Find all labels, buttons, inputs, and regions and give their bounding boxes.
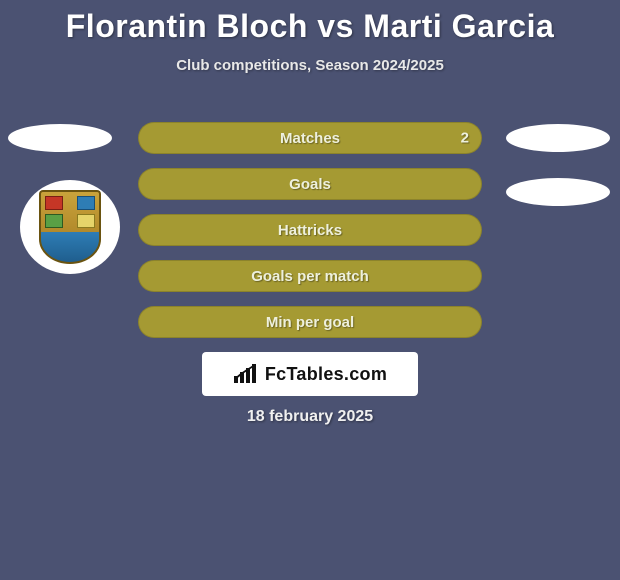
brand-badge: FcTables.com bbox=[202, 352, 418, 396]
page-title: Florantin Bloch vs Marti Garcia bbox=[0, 0, 620, 45]
stat-row: Goals per match bbox=[138, 260, 482, 292]
player-left-oval bbox=[8, 124, 112, 152]
stats-panel: Matches 2 Goals Hattricks Goals per match Min… bbox=[138, 122, 482, 352]
club-crest-icon bbox=[39, 190, 101, 264]
stat-label: Goals bbox=[289, 176, 331, 193]
stat-row: Min per goal bbox=[138, 306, 482, 338]
page-subtitle: Club competitions, Season 2024/2025 bbox=[0, 57, 620, 74]
stat-label: Hattricks bbox=[278, 222, 342, 239]
player-right-oval-2 bbox=[506, 178, 610, 206]
brand-label: FcTables.com bbox=[265, 364, 387, 385]
stat-row: Matches 2 bbox=[138, 122, 482, 154]
stat-label: Min per goal bbox=[266, 314, 354, 331]
stat-row: Goals bbox=[138, 168, 482, 200]
stat-value-right: 2 bbox=[461, 130, 469, 147]
bars-icon bbox=[233, 364, 259, 384]
player-right-oval-1 bbox=[506, 124, 610, 152]
date-label: 18 february 2025 bbox=[0, 408, 620, 426]
player-left-crest bbox=[20, 180, 120, 274]
stat-label: Goals per match bbox=[251, 268, 369, 285]
stat-row: Hattricks bbox=[138, 214, 482, 246]
stat-label: Matches bbox=[280, 130, 340, 147]
